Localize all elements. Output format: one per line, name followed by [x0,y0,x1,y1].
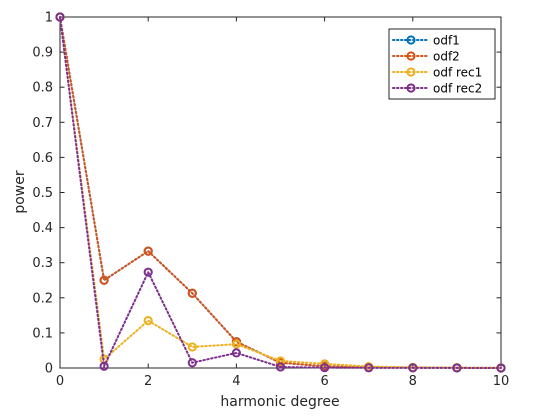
data-point [496,363,506,373]
data-point [55,12,65,22]
series-odf-rec2 [55,12,506,373]
legend-label: odf1 [433,33,460,47]
data-point [231,339,241,349]
y-tick-label: 1 [45,11,53,26]
data-point [187,342,197,352]
y-tick-label: 0.1 [32,326,53,341]
series-line [59,16,502,369]
series-layer [55,12,506,373]
x-axis-label: harmonic degree [220,394,339,410]
data-point [364,363,374,373]
x-tick-label: 8 [409,374,417,389]
data-point [187,288,197,298]
legend-label: odf2 [433,49,460,63]
legend-item: odf2 [392,49,460,63]
series-line [59,16,502,370]
legend-label: odf rec2 [433,81,482,95]
y-tick-label: 0.7 [32,116,53,131]
y-tick-label: 0.2 [32,291,53,306]
data-point [143,267,153,277]
x-tick-label: 4 [232,374,240,389]
y-tick-label: 0 [45,362,53,377]
data-point [320,363,330,373]
legend-marker [406,83,416,93]
legend-label: odf rec1 [433,65,482,79]
legend: odf1 odf2 odf rec1 odf rec2 [388,28,496,100]
y-tick-label: 0.9 [32,46,53,61]
legend-marker [406,51,416,61]
data-point [452,363,462,373]
data-point [143,316,153,326]
legend-item: odf rec1 [392,65,482,79]
data-point [275,356,286,366]
legend-item: odf1 [392,33,460,47]
data-point [408,363,418,373]
y-tick-label: 0.8 [32,81,53,96]
x-tick-label: 10 [493,374,510,389]
legend-item: odf rec2 [392,81,482,95]
y-tick-label: 0.3 [32,256,53,271]
axes: 0 2 4 6 8 10 0 0.1 0.2 0.3 0.4 0.5 0.6 0.7 0.8 0.9 1 [32,11,509,390]
legend-marker [406,67,416,77]
data-point [275,362,286,372]
y-axis-label: power [12,170,28,214]
x-tick-label: 0 [56,374,64,389]
data-point [231,348,241,358]
y-tick-label: 0.6 [32,151,53,166]
data-point [143,246,153,256]
data-point [99,361,109,371]
x-tick-label: 6 [320,374,328,389]
x-tick-label: 2 [144,374,152,389]
y-tick-label: 0.4 [32,221,53,236]
y-tick-label: 0.5 [32,186,53,201]
legend-marker [406,35,416,45]
data-point [187,358,197,368]
data-point [99,275,109,285]
